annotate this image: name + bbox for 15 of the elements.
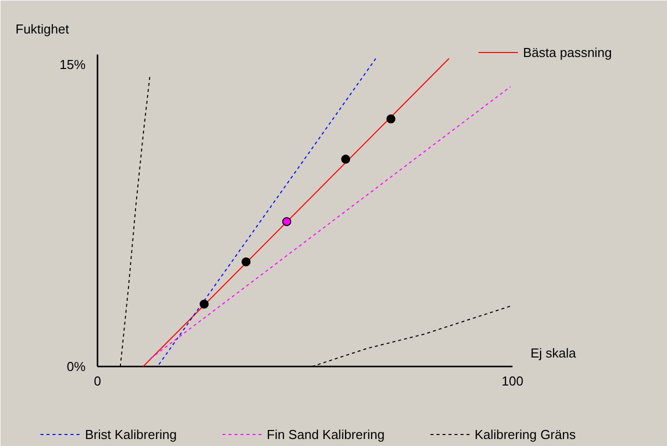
y-axis-title: Fuktighet bbox=[16, 22, 70, 36]
point bbox=[282, 217, 292, 226]
point bbox=[341, 154, 350, 164]
x-tick-label: 0 bbox=[94, 374, 102, 388]
legend-label: Brist Kalibrering bbox=[85, 426, 177, 442]
y-tick-label: 15% bbox=[59, 57, 86, 72]
legend-label: Fin Sand Kalibrering bbox=[266, 426, 385, 442]
x-tick-label: 100 bbox=[502, 374, 524, 388]
point bbox=[242, 257, 251, 266]
legend-label: Kalibrering Gräns bbox=[474, 426, 576, 442]
point bbox=[200, 300, 209, 309]
point bbox=[386, 114, 396, 124]
legend-label: Bästa passning bbox=[523, 44, 612, 60]
y-tick-label: 0% bbox=[66, 359, 86, 374]
x-axis-title: Ej skala bbox=[530, 346, 577, 360]
